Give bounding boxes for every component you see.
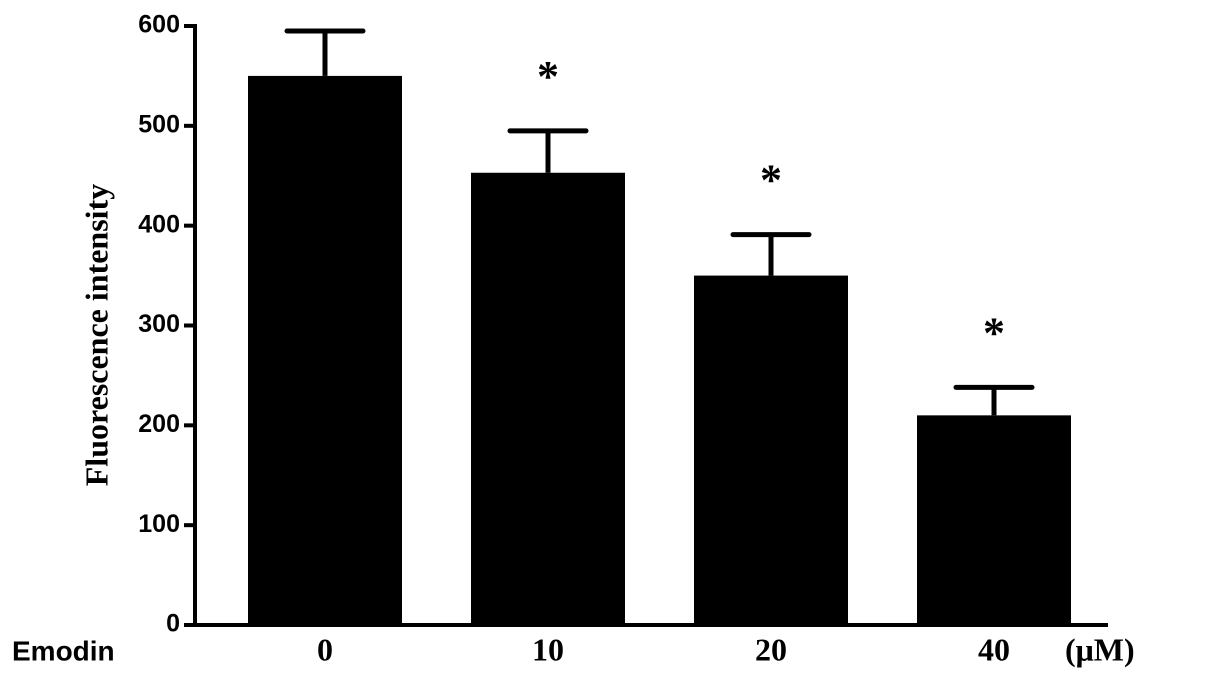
y-tick-label: 200 [138, 410, 180, 438]
x-tick-label: 10 [532, 631, 564, 667]
y-axis-label: Fluorescence intensity [78, 184, 114, 486]
y-tick-label: 600 [138, 11, 180, 39]
y-tick-label: 100 [138, 510, 180, 538]
y-tick-label: 0 [166, 610, 180, 638]
bar [471, 172, 625, 625]
x-axis-label: Emodin [12, 635, 115, 666]
x-tick-label: 40 [978, 631, 1010, 667]
y-tick-label: 400 [138, 210, 180, 238]
x-tick-label: 0 [317, 631, 333, 667]
significance-mark: * [537, 52, 559, 101]
x-tick-label: 20 [755, 631, 787, 667]
bar [917, 415, 1071, 625]
bar [248, 75, 402, 625]
significance-mark: * [760, 156, 782, 205]
y-tick-label: 500 [138, 110, 180, 138]
y-tick-label: 300 [138, 310, 180, 338]
bar [694, 275, 848, 625]
unit-label: (μM) [1065, 631, 1135, 667]
significance-mark: * [983, 308, 1005, 357]
